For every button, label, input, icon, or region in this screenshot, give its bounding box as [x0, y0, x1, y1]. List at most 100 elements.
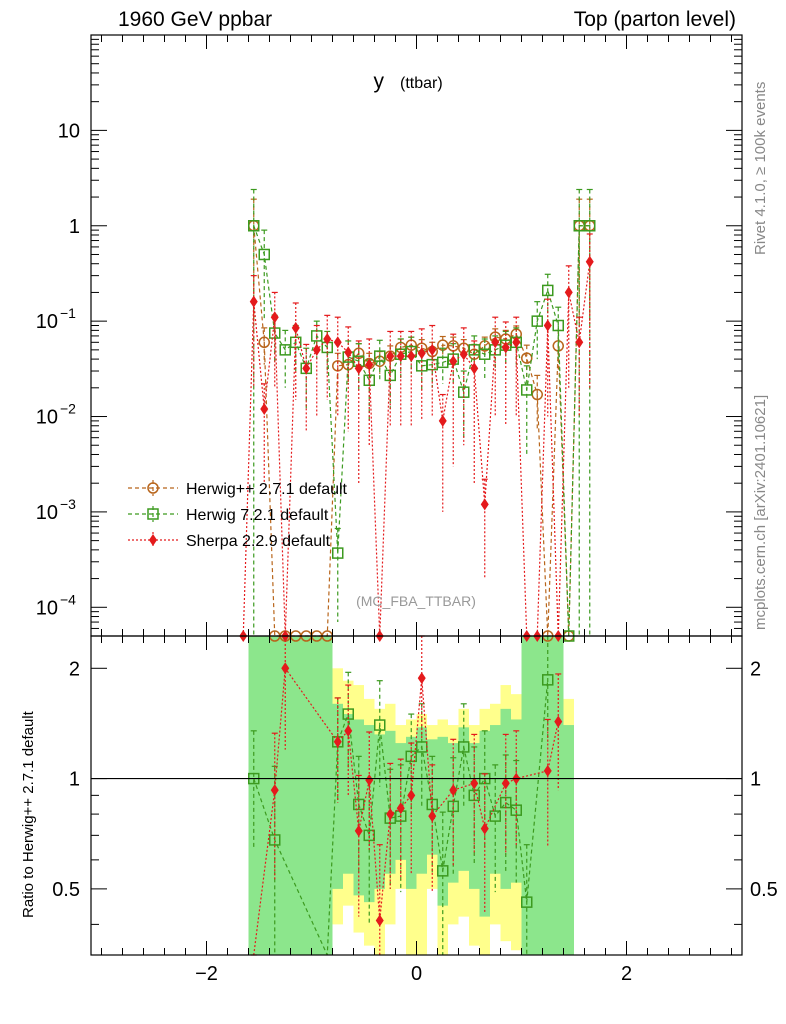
band-inner-bin — [374, 734, 385, 889]
data-point-diamond — [270, 311, 279, 324]
y-tick-exponent: −3 — [60, 496, 76, 512]
data-point-diamond — [344, 346, 353, 359]
legend-label-1: Herwig 7.2.1 default — [186, 507, 329, 524]
x-tick-label: 2 — [621, 963, 632, 985]
data-point-diamond — [564, 286, 573, 299]
data-point-diamond — [260, 402, 269, 415]
data-point-diamond — [396, 350, 405, 363]
data-point-square — [584, 220, 596, 232]
data-point-diamond — [470, 777, 479, 790]
data-point-diamond — [428, 343, 437, 356]
data-point-circle — [521, 352, 533, 364]
data-point-diamond — [365, 774, 374, 787]
data-point-square — [279, 344, 291, 356]
x-tick-label: 0 — [411, 963, 422, 985]
legend: y (ttbar) (MC_FBA_TTBAR) Herwig++ 2.7.1 def… — [128, 70, 476, 609]
data-point-diamond — [585, 255, 594, 268]
data-point-diamond — [365, 358, 374, 371]
legend-label-2: Sherpa 2.2.9 default — [186, 533, 331, 550]
header-right-title: Top (parton level) — [573, 8, 736, 31]
ratio-y-tick-label-right: 0.5 — [750, 879, 778, 901]
data-point-diamond — [312, 343, 321, 356]
data-point-square — [258, 248, 270, 261]
data-point-square — [458, 741, 470, 753]
data-point-diamond — [323, 332, 332, 345]
data-point-square — [552, 319, 564, 332]
data-point-diamond — [428, 810, 437, 823]
band-inner-bin — [521, 636, 532, 955]
data-point-diamond — [344, 724, 353, 737]
data-point-diamond — [438, 414, 447, 427]
ratio-y-tick-label-left: 2 — [69, 658, 80, 680]
band-inner-bin — [290, 636, 301, 955]
band-inner-bin — [280, 636, 291, 955]
y-tick-label: 10 — [36, 597, 58, 619]
y-tick-label: 10 — [36, 502, 58, 524]
data-point-square — [521, 384, 533, 396]
data-point-diamond — [512, 336, 521, 349]
main-series-0-line — [253, 225, 590, 637]
plot-title: y — [374, 70, 385, 93]
data-point-square — [489, 810, 501, 822]
data-point-diamond — [386, 350, 395, 363]
data-point-diamond — [480, 822, 489, 835]
main-panel-series — [239, 188, 596, 642]
data-point-diamond — [354, 362, 363, 375]
data-point-square — [521, 896, 533, 908]
data-point-diamond — [470, 362, 479, 375]
band-inner-bin — [563, 725, 574, 955]
data-point-diamond — [501, 341, 510, 354]
band-inner-bin — [259, 636, 270, 955]
rivet-version-label: Rivet 4.1.0, ≥ 100k events — [752, 81, 769, 255]
data-point-diamond — [354, 824, 363, 837]
plot-title-suffix: (ttbar) — [400, 75, 443, 92]
band-inner-bin — [322, 636, 333, 955]
band-inner-bin — [553, 636, 564, 955]
band-inner-bin — [385, 730, 396, 874]
legend-label-0: Herwig++ 2.7.1 default — [186, 481, 348, 498]
band-inner-bin — [416, 727, 427, 874]
ratio-y-tick-label-right: 2 — [750, 658, 761, 680]
y-tick-exponent: −1 — [60, 305, 76, 321]
y-tick-label: 10 — [58, 120, 80, 142]
data-point-diamond — [281, 662, 290, 675]
x-tick-label: −2 — [195, 963, 218, 985]
analysis-watermark: (MC_FBA_TTBAR) — [356, 593, 476, 609]
data-point-diamond — [543, 764, 552, 777]
data-point-diamond — [407, 789, 416, 802]
band-inner-bin — [511, 719, 522, 883]
y-tick-exponent: −2 — [60, 401, 76, 417]
data-point-diamond — [291, 321, 300, 334]
band-inner-bin — [458, 727, 469, 871]
ratio-y-tick-label-left: 0.5 — [52, 879, 80, 901]
data-point-square — [147, 508, 159, 520]
ratio-y-tick-label-right: 1 — [750, 769, 761, 791]
data-point-diamond — [417, 672, 426, 685]
data-point-diamond — [543, 319, 552, 332]
y-tick-label: 10 — [36, 407, 58, 429]
data-point-square — [542, 674, 554, 686]
band-inner-bin — [490, 725, 501, 874]
data-point-square — [374, 719, 386, 731]
data-point-diamond — [449, 355, 458, 368]
data-point-diamond — [449, 784, 458, 797]
data-point-circle — [258, 336, 270, 349]
y-tick-label: 10 — [36, 311, 58, 333]
data-point-square — [374, 350, 386, 362]
data-point-diamond — [249, 295, 258, 308]
data-point-diamond — [480, 498, 489, 511]
data-point-square — [248, 220, 260, 232]
data-point-diamond — [491, 336, 500, 349]
header-left-title: 1960 GeV ppbar — [118, 8, 273, 31]
data-point-square — [542, 284, 554, 297]
data-point-diamond — [501, 777, 510, 790]
band-inner-bin — [311, 636, 322, 955]
mcplots-label: mcplots.cern.ch [arXiv:2401.10621] — [752, 394, 769, 630]
data-point-diamond — [459, 348, 468, 361]
y-tick-label: 1 — [69, 216, 80, 238]
data-point-diamond — [417, 347, 426, 360]
data-point-diamond — [386, 808, 395, 821]
ratio-panel-series — [91, 635, 742, 956]
data-point-square — [531, 315, 543, 327]
